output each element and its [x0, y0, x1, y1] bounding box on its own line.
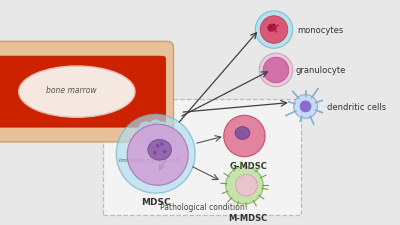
Circle shape [152, 130, 167, 145]
Circle shape [259, 54, 293, 87]
Circle shape [255, 12, 293, 49]
Text: MDSC: MDSC [141, 197, 170, 206]
Circle shape [275, 31, 277, 34]
Text: granulocyte: granulocyte [296, 66, 346, 75]
Text: Immature myeloid cells: Immature myeloid cells [119, 157, 181, 162]
Circle shape [277, 25, 279, 28]
Circle shape [165, 135, 178, 148]
Circle shape [156, 144, 160, 148]
Circle shape [236, 175, 257, 196]
Circle shape [260, 17, 288, 44]
Circle shape [141, 125, 151, 134]
Circle shape [294, 95, 317, 119]
Circle shape [145, 135, 154, 144]
Circle shape [159, 141, 168, 150]
Text: M-MDSC: M-MDSC [229, 213, 268, 222]
Circle shape [149, 144, 157, 152]
Circle shape [155, 133, 164, 142]
Text: G-MDSC: G-MDSC [230, 161, 267, 170]
Text: bone marrow: bone marrow [46, 86, 96, 95]
Text: dendritic cells: dendritic cells [327, 102, 386, 111]
Circle shape [269, 30, 271, 33]
Ellipse shape [267, 25, 277, 32]
FancyBboxPatch shape [104, 99, 301, 215]
Circle shape [161, 127, 174, 140]
Circle shape [138, 122, 153, 137]
Circle shape [300, 101, 312, 113]
Circle shape [263, 58, 289, 83]
Circle shape [149, 120, 162, 133]
Text: monocytes: monocytes [298, 26, 344, 35]
Circle shape [127, 125, 188, 185]
Circle shape [160, 142, 164, 146]
Ellipse shape [19, 67, 135, 118]
Circle shape [155, 122, 170, 137]
Circle shape [273, 24, 275, 27]
Text: Pathological condition: Pathological condition [160, 202, 244, 211]
Circle shape [153, 151, 156, 155]
Circle shape [226, 167, 263, 204]
Circle shape [143, 133, 157, 146]
Circle shape [164, 130, 172, 137]
Circle shape [224, 116, 265, 157]
FancyBboxPatch shape [0, 57, 166, 128]
Circle shape [168, 137, 176, 145]
Circle shape [158, 125, 168, 134]
Ellipse shape [148, 140, 172, 160]
Ellipse shape [235, 127, 250, 140]
Circle shape [163, 150, 166, 154]
FancyBboxPatch shape [0, 42, 174, 142]
Circle shape [270, 26, 272, 29]
Circle shape [116, 115, 195, 193]
Circle shape [152, 123, 160, 130]
Circle shape [146, 142, 159, 155]
Circle shape [157, 138, 170, 152]
